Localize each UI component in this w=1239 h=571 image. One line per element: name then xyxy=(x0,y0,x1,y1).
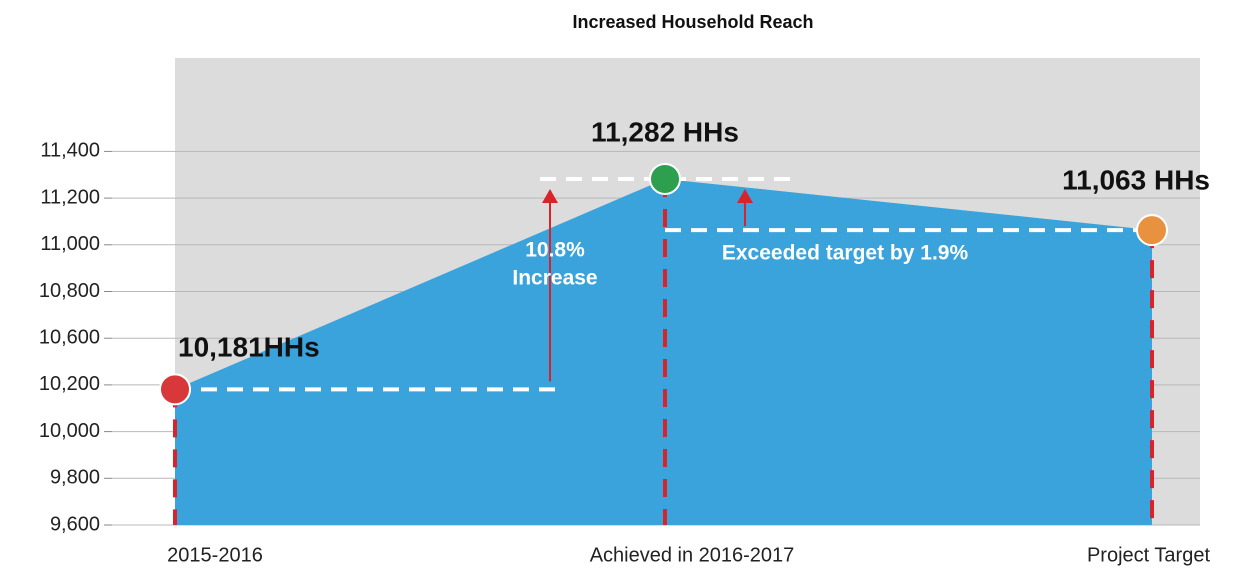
value-label: 11,063 HHs xyxy=(1062,164,1210,195)
point xyxy=(159,373,191,406)
annotation: Exceeded target by 1.9% xyxy=(722,242,969,265)
y-tick-label: 9,600 xyxy=(50,513,100,535)
arrow-head xyxy=(542,188,558,203)
annotation: 10.8% xyxy=(525,239,585,262)
x-tick-label: Achieved in 2016-2017 xyxy=(590,544,795,566)
point xyxy=(1136,214,1168,247)
y-tick-label: 10,800 xyxy=(39,280,100,302)
arrow-head xyxy=(737,188,753,203)
y-tick-label: 10,600 xyxy=(39,326,100,348)
x-tick-label: 2015-2016 xyxy=(167,544,263,566)
area xyxy=(175,178,1152,525)
x-tick-label: Project Target xyxy=(1087,544,1210,566)
y-tick-label: 9,800 xyxy=(50,467,100,489)
chart-title: Increased Household Reach xyxy=(572,12,813,32)
y-tick-label: 11,200 xyxy=(40,186,100,208)
value-label: 11,282 HHs xyxy=(591,116,739,147)
annotation: Increase xyxy=(512,267,597,290)
y-tick-label: 10,000 xyxy=(39,420,100,442)
y-tick-label: 11,400 xyxy=(40,140,100,162)
point xyxy=(649,162,681,195)
y-tick-label: 10,200 xyxy=(39,373,100,395)
y-tick-label: 11,000 xyxy=(40,233,100,255)
value-label: 10,181HHs xyxy=(178,332,320,363)
